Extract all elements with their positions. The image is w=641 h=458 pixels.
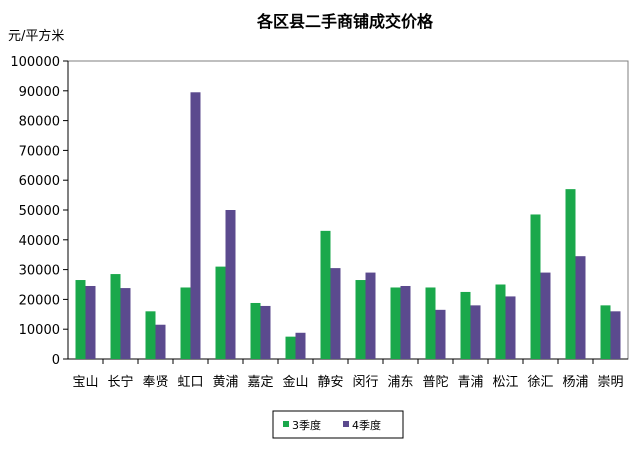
x-category-label: 静安 [317,375,343,390]
legend-swatch-q4 [343,421,349,427]
y-tick-label: 20000 [19,293,60,308]
x-category-label: 金山 [282,374,308,390]
bar-q3 [250,302,261,359]
legend: 3季度 4季度 [272,410,404,439]
bar-q4 [190,92,201,359]
y-axis-unit-label: 元/平方米 [8,28,64,44]
bar-q4 [120,288,131,359]
bar-q3 [530,214,541,359]
bar-q4 [85,285,96,359]
bar-q3 [180,287,191,359]
bar-q4 [540,272,551,359]
bar-q4 [575,256,586,359]
bar-q4 [505,296,516,359]
bar-q4 [610,311,621,359]
x-category-label: 宝山 [72,375,98,390]
y-tick-label: 90000 [19,85,60,100]
x-category-label: 奉贤 [142,375,168,390]
bar-q3 [390,287,401,359]
chart-title: 各区县二手商铺成交价格 [256,12,434,31]
bar-q4 [295,332,306,359]
bar-q3 [565,189,576,359]
y-tick-label: 60000 [19,174,60,189]
y-tick-label: 80000 [19,115,60,130]
legend-swatch-q3 [283,421,289,427]
x-category-label: 浦东 [387,375,413,390]
bar-q3 [320,230,331,359]
x-category-label: 徐汇 [527,375,553,390]
legend-label: 4季度 [352,418,381,432]
bar-q3 [600,305,611,359]
plot-area: 0 10000 20000 30000 40000 50000 60000 70000 8000… [10,55,629,390]
bar-q3 [425,287,436,359]
bar-q4 [435,309,446,359]
y-tick-label: 10000 [19,323,60,338]
y-tick-label: 30000 [19,264,60,279]
x-category-label: 松江 [492,375,518,390]
legend-label: 3季度 [292,418,321,432]
bar-q4 [260,305,271,359]
y-tick-label: 100000 [10,55,60,70]
bar-q4 [155,324,166,359]
bar-q3 [110,274,121,359]
bar-q3 [75,280,86,359]
x-category-label: 普陀 [422,374,448,390]
bar-q4 [330,268,341,359]
bar-q4 [400,285,411,359]
y-tick-label: 50000 [19,204,60,219]
x-category-label: 长宁 [107,374,133,390]
x-category-label: 青浦 [457,375,483,390]
legend-box [272,410,404,439]
y-tick-label: 0 [52,353,60,368]
x-category-label: 杨浦 [562,375,588,390]
bar-q3 [145,311,156,359]
y-tick-label: 70000 [19,144,60,159]
bar-q3 [285,336,296,359]
bar-q4 [225,210,236,359]
bar-q3 [355,280,366,359]
x-category-label: 崇明 [597,375,623,390]
x-category-label: 嘉定 [247,375,273,390]
bar-q4 [470,305,481,359]
bar-q3 [460,291,471,359]
bar-q3 [215,266,226,359]
x-category-label: 闵行 [352,375,378,390]
x-category-label: 黄浦 [212,375,238,390]
x-category-label: 虹口 [177,375,203,390]
bar-q4 [365,272,376,359]
bar-q3 [495,284,506,359]
y-tick-label: 40000 [19,234,60,249]
